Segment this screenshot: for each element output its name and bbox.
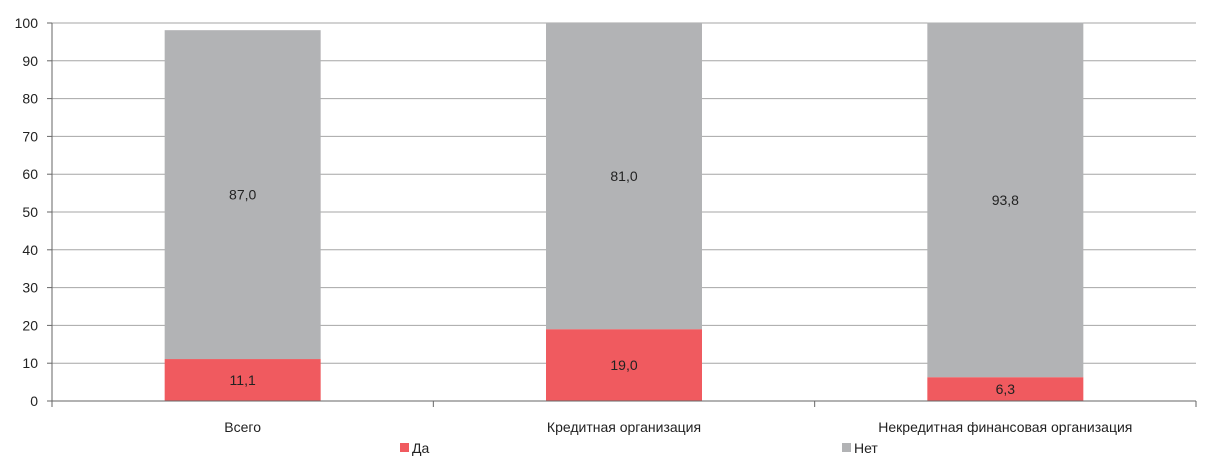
y-tick-label: 10	[22, 355, 38, 371]
y-tick-label: 80	[22, 91, 38, 107]
x-tick-label: Некредитная финансовая организация	[878, 419, 1132, 435]
x-tick-label: Кредитная организация	[547, 419, 701, 435]
data-label: 93,8	[992, 192, 1019, 208]
y-tick-label: 40	[22, 242, 38, 258]
y-tick-label: 90	[22, 53, 38, 69]
y-tick-label: 70	[22, 128, 38, 144]
x-tick-label: Всего	[224, 419, 261, 435]
legend-label: Да	[412, 440, 429, 456]
legend-swatch	[842, 443, 851, 452]
bar-net	[927, 22, 1084, 378]
data-label: 6,3	[996, 381, 1016, 397]
data-label: 19,0	[610, 357, 637, 373]
y-tick-label: 50	[22, 204, 38, 220]
y-tick-label: 60	[22, 166, 38, 182]
y-tick-label: 20	[22, 317, 38, 333]
data-label: 81,0	[610, 168, 637, 184]
y-tick-label: 0	[30, 393, 38, 409]
bar-da	[164, 359, 321, 401]
bar-da	[927, 377, 1084, 401]
bar-da	[546, 329, 702, 401]
legend-label: Нет	[854, 440, 878, 456]
data-label: 11,1	[230, 372, 256, 388]
legend-swatch	[400, 443, 409, 452]
bar-net	[164, 30, 321, 360]
data-label: 87,0	[229, 187, 256, 203]
bar-net	[546, 23, 702, 330]
y-tick-label: 30	[22, 280, 38, 296]
y-tick-label: 100	[15, 15, 39, 31]
